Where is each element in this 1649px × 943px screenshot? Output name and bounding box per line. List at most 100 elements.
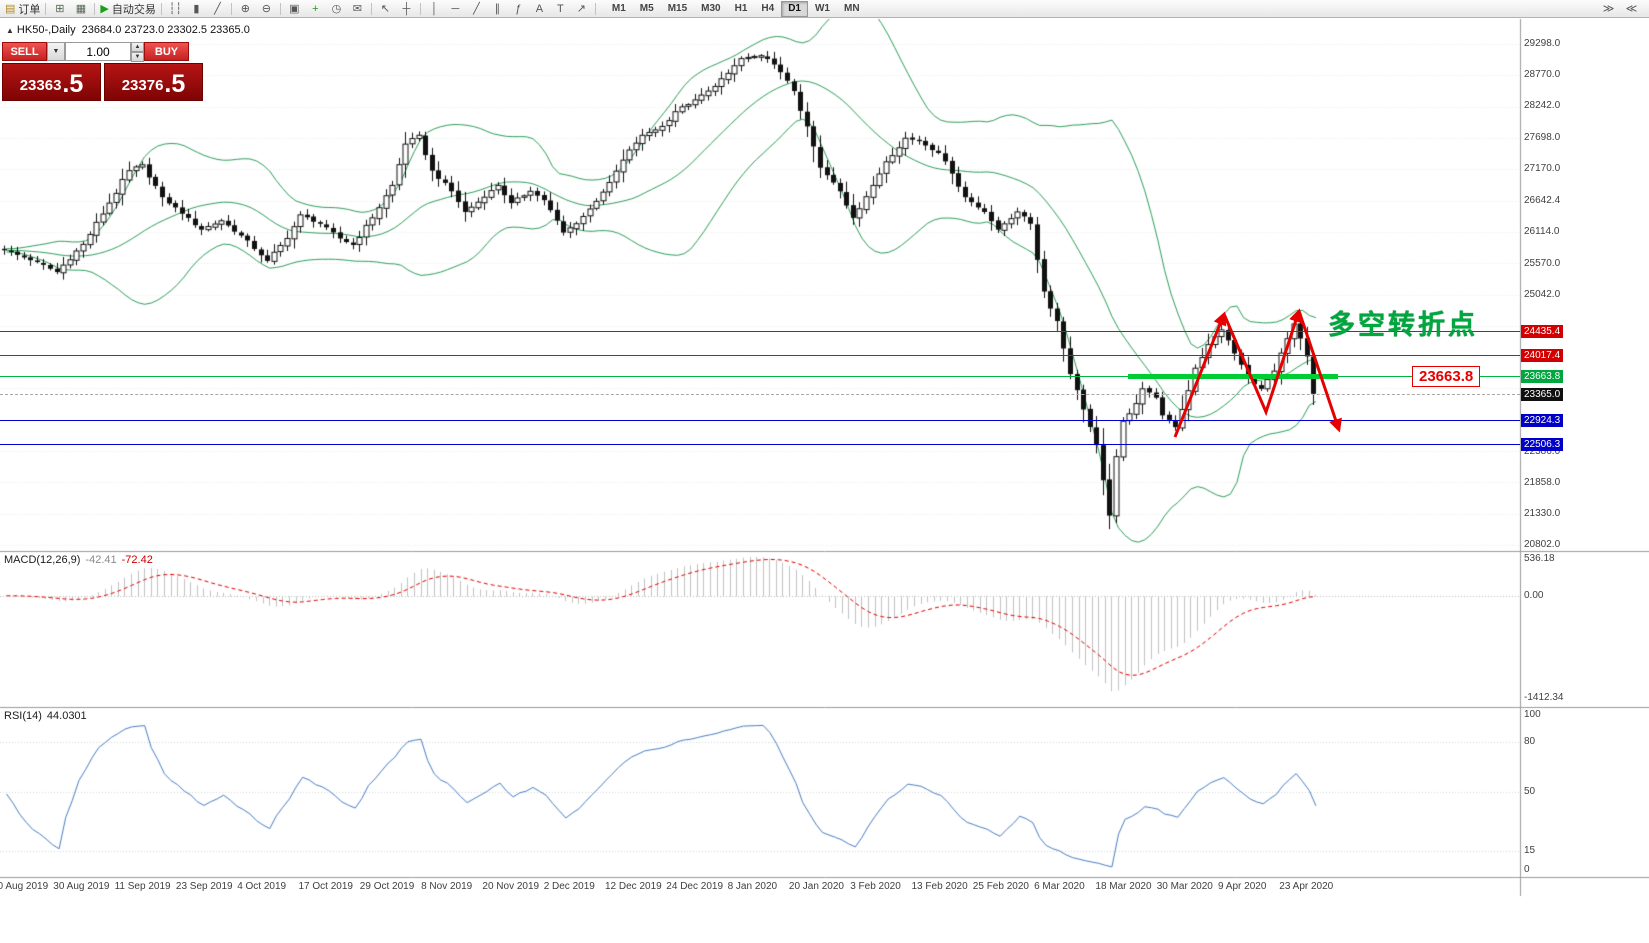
level-price-label[interactable]: 23663.8 — [1412, 366, 1481, 387]
sell-button[interactable]: SELL — [2, 42, 47, 61]
toolbar-separator — [230, 2, 232, 15]
auto-trading-button[interactable]: ▶ 自动交易 — [98, 1, 157, 17]
price-tag: 24017.4 — [1521, 349, 1564, 362]
label-tool-icon: T — [557, 2, 564, 15]
line-chart-button[interactable]: ╱ — [207, 1, 228, 17]
price-tag: 22924.3 — [1521, 414, 1564, 427]
sell-price-display[interactable]: 23363 .5 — [2, 63, 101, 101]
timeframe-button-h1[interactable]: H1 — [734, 2, 748, 14]
rsi-axis-label: 15 — [1524, 845, 1536, 856]
trendline-tool-button[interactable]: ╱ — [466, 1, 487, 17]
channel-tool-button[interactable]: ∥ — [487, 1, 508, 17]
cursor-icon: ↖ — [380, 2, 390, 15]
horizontal-level-line[interactable] — [0, 355, 1520, 356]
toolbar-separator — [94, 2, 96, 15]
buy-price-main: 23376 — [121, 77, 164, 94]
profiles-button[interactable]: ▦ — [70, 1, 91, 17]
timeframe-toolbar: M1 M5 M15 M30 H1 H4 D1 W1 MN — [605, 0, 867, 17]
date-axis-label: 8 Jan 2020 — [727, 881, 778, 892]
timeframe-button-m1[interactable]: M1 — [611, 2, 626, 14]
horizontal-level-line[interactable] — [0, 376, 1520, 377]
price-axis-label: 26642.4 — [1524, 195, 1561, 206]
hline-tool-icon: ─ — [451, 2, 460, 15]
price-axis-label: 28770.0 — [1524, 69, 1561, 80]
zoom-in-button[interactable]: ⊕ — [235, 1, 256, 17]
timeframe-button-m30[interactable]: M30 — [701, 2, 721, 14]
timeframe-button-h4[interactable]: H4 — [761, 2, 775, 14]
rsi-axis-label: 100 — [1524, 709, 1541, 720]
timeframe-button-mn[interactable]: MN — [843, 2, 860, 14]
date-axis-label: 2 Dec 2019 — [543, 881, 595, 892]
macd-main-value: -42.41 — [85, 554, 117, 566]
price-axis-label: 28242.0 — [1524, 100, 1561, 111]
cursor-button[interactable]: ↖ — [375, 1, 396, 17]
horizontal-level-line[interactable] — [0, 420, 1520, 421]
indicators-button[interactable]: + — [305, 1, 326, 17]
timeframe-button-m15[interactable]: M15 — [667, 2, 688, 14]
arrows-tool-button[interactable]: ↗ — [571, 1, 592, 17]
message-icon: ✉ — [352, 2, 362, 15]
date-axis-label: 3 Feb 2020 — [850, 881, 901, 892]
rsi-name: RSI(14) — [4, 710, 42, 722]
bar-chart-button[interactable]: ┆┆ — [165, 1, 186, 17]
buy-price-frac: .5 — [164, 70, 186, 98]
bar-chart-icon: ┆┆ — [168, 2, 182, 15]
volume-decrease-button[interactable]: ▼ — [131, 52, 144, 62]
price-axis-label: 21858.0 — [1524, 477, 1561, 488]
date-axis-label: 24 Dec 2019 — [666, 881, 724, 892]
support-zone-segment[interactable] — [1128, 374, 1338, 379]
text-tool-button[interactable]: A — [529, 1, 550, 17]
horizontal-level-line[interactable] — [0, 394, 1520, 395]
turning-point-annotation[interactable]: 多空转折点 — [1328, 310, 1478, 340]
auto-scroll-button[interactable]: ≪ — [1625, 3, 1638, 15]
macd-name: MACD(12,26,9) — [4, 554, 81, 566]
timeframe-button-d1[interactable]: D1 — [781, 0, 808, 17]
timeframe-button-w1[interactable]: W1 — [814, 2, 830, 14]
date-axis-label: 18 Mar 2020 — [1095, 881, 1152, 892]
candle-chart-button[interactable]: ▮ — [186, 1, 207, 17]
message-button[interactable]: ✉ — [347, 1, 368, 17]
periods-button[interactable]: ◷ — [326, 1, 347, 17]
vline-tool-button[interactable]: │ — [424, 1, 445, 17]
macd-axis-label: -1412.34 — [1524, 692, 1564, 703]
volume-dropdown[interactable]: ▼ — [47, 42, 65, 61]
label-tool-button[interactable]: T — [550, 1, 571, 17]
vline-tool-icon: │ — [430, 2, 438, 15]
volume-input[interactable] — [65, 42, 131, 61]
crosshair-button[interactable]: ┼ — [396, 1, 417, 17]
volume-increase-button[interactable]: ▲ — [131, 42, 144, 52]
price-axis-label: 25570.0 — [1524, 258, 1561, 269]
timeframe-button-m5[interactable]: M5 — [639, 2, 654, 14]
new-order-button[interactable]: ▤ 订单 — [3, 1, 42, 17]
toolbar-separator — [594, 2, 596, 15]
macd-axis-label: 0.00 — [1524, 590, 1544, 601]
sell-price-frac: .5 — [62, 70, 84, 98]
hline-tool-button[interactable]: ─ — [445, 1, 466, 17]
horizontal-level-line[interactable] — [0, 331, 1520, 332]
zoom-out-button[interactable]: ⊖ — [256, 1, 277, 17]
arrows-tool-icon: ↗ — [576, 2, 586, 15]
date-axis-label: 4 Oct 2019 — [237, 881, 287, 892]
buy-price-display[interactable]: 23376 .5 — [104, 63, 203, 101]
zoom-out-icon: ⊖ — [261, 2, 271, 15]
rsi-indicator-label: RSI(14) 44.0301 — [4, 710, 87, 722]
price-tag: 22506.3 — [1521, 438, 1564, 451]
auto-trading-icon: ▶ — [100, 2, 109, 15]
horizontal-level-line[interactable] — [0, 444, 1520, 445]
date-axis-label: 23 Sep 2019 — [175, 881, 233, 892]
price-tag: 23365.0 — [1521, 388, 1564, 401]
tile-windows-button[interactable]: ▣ — [284, 1, 305, 17]
fibonacci-tool-button[interactable]: ƒ — [508, 1, 529, 17]
date-axis-label: 25 Feb 2020 — [972, 881, 1029, 892]
buy-button[interactable]: BUY — [144, 42, 189, 61]
chart-shift-button[interactable]: ≫ — [1602, 3, 1615, 15]
price-axis-label: 25042.0 — [1524, 289, 1561, 300]
new-chart-button[interactable]: ⊞ — [49, 1, 70, 17]
profiles-icon: ▦ — [75, 2, 87, 15]
zoom-in-icon: ⊕ — [240, 2, 250, 15]
chart-symbol-icon: ▲ — [6, 26, 14, 35]
chart-ohlc-values: 23684.0 23723.0 23302.5 23365.0 — [81, 24, 250, 36]
date-axis-label: 20 Nov 2019 — [482, 881, 540, 892]
macd-axis-label: 536.18 — [1524, 553, 1555, 564]
